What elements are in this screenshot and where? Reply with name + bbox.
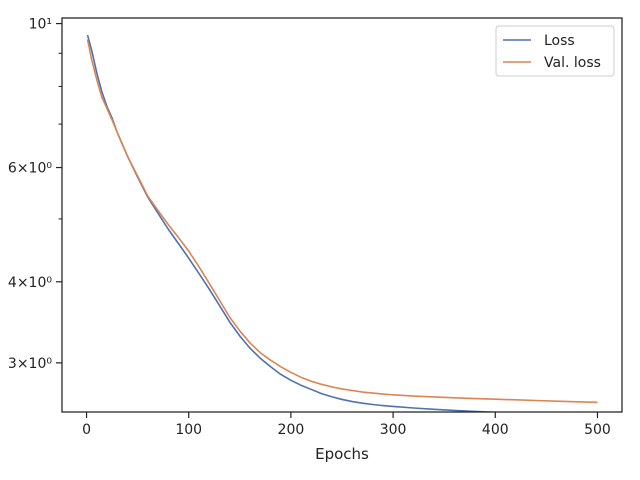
x-tick-label: 300 (380, 422, 407, 438)
legend-box (495, 25, 615, 77)
y-tick-label: 6×10⁰ (8, 161, 52, 177)
x-tick-label: 100 (175, 422, 202, 438)
x-axis-label: Epochs (315, 445, 369, 463)
x-tick-label: 0 (82, 422, 91, 438)
series-line-2 (86, 39, 598, 404)
series-layer (86, 34, 598, 412)
plot-frame (61, 17, 623, 413)
legend-label: Loss (544, 33, 575, 49)
y-axis: 3×10⁰ 4×10⁰ 6×10⁰ 10¹ (8, 17, 62, 372)
y-tick-label: 4×10⁰ (8, 275, 52, 291)
y-tick-label: 3×10⁰ (8, 356, 52, 372)
x-tick-label: 500 (584, 422, 611, 438)
y-tick-label: 10¹ (29, 17, 52, 33)
legend: Loss Val. loss (495, 25, 615, 77)
series-line-1 (86, 34, 508, 412)
x-tick-label: 200 (278, 422, 305, 438)
x-axis: 0 100 200 300 400 500 (82, 412, 611, 438)
x-tick-label: 400 (482, 422, 509, 438)
legend-label: Val. loss (544, 55, 601, 71)
